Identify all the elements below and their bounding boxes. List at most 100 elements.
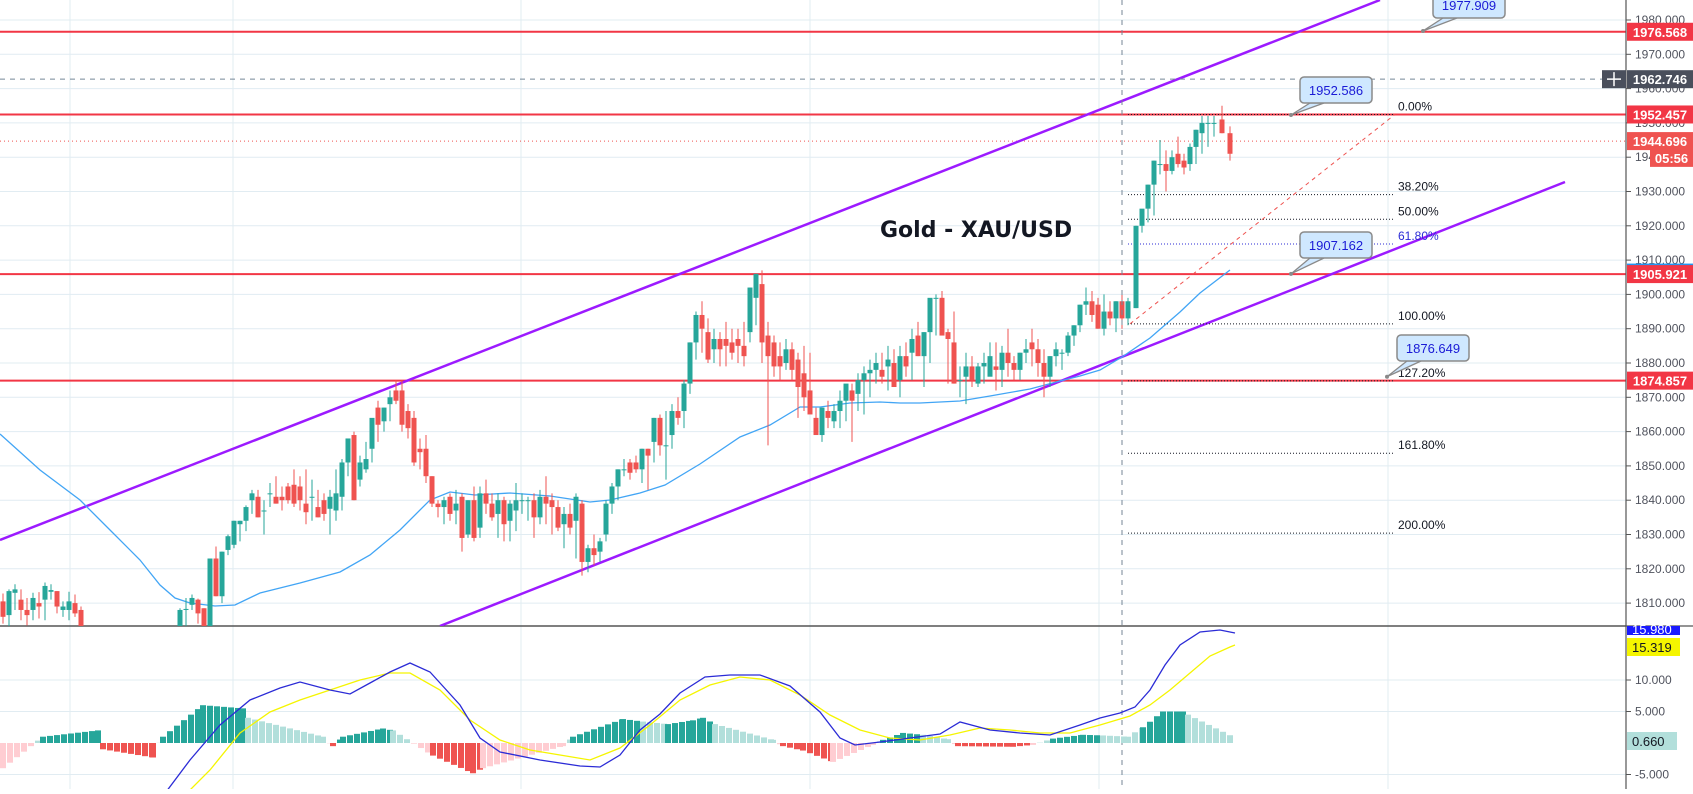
candle-body xyxy=(484,493,489,503)
candle-body xyxy=(79,610,84,637)
axis-tick-label: 1930.000 xyxy=(1635,185,1685,199)
fib-level-label: 200.00% xyxy=(1398,518,1446,532)
macd-value-label: 15.319 xyxy=(1627,638,1680,656)
candle-body xyxy=(652,418,657,442)
macd-histogram-bar xyxy=(927,736,933,743)
candle-body xyxy=(994,366,999,369)
axis-tick-label: 1850.000 xyxy=(1635,459,1685,473)
candle-body xyxy=(364,459,369,469)
candle-body xyxy=(322,500,327,514)
candle-body xyxy=(244,507,249,521)
candle-body xyxy=(67,601,72,610)
candle-body xyxy=(298,486,303,500)
candle-body xyxy=(490,504,495,518)
price-label-text: 1874.857 xyxy=(1633,374,1687,389)
macd-histogram-bar xyxy=(0,743,6,768)
macd-histogram-bar xyxy=(770,740,776,743)
macd-histogram-bar xyxy=(21,743,27,752)
macd-histogram-bar xyxy=(287,728,293,743)
macd-histogram-bar xyxy=(480,743,486,768)
axis-tick-label: 1820.000 xyxy=(1635,562,1685,576)
macd-histogram-bar xyxy=(969,743,975,746)
candle-body xyxy=(1012,363,1017,370)
macd-histogram-bar xyxy=(404,739,410,743)
candle-body xyxy=(580,504,585,562)
candle-body xyxy=(958,380,963,381)
macd-histogram-bar xyxy=(390,730,396,743)
candle-body xyxy=(460,497,465,538)
macd-histogram-bar xyxy=(320,737,326,743)
price-label-text: 1976.568 xyxy=(1633,25,1687,40)
macd-histogram-bar xyxy=(1100,735,1106,743)
macd-histogram-bar xyxy=(28,743,34,746)
candle-body xyxy=(856,380,861,394)
chart-title-annotation: Gold - XAU/USD xyxy=(880,218,1072,243)
macd-histogram-bar xyxy=(1024,743,1030,745)
candle-body xyxy=(550,500,555,507)
macd-histogram-bar xyxy=(14,743,20,757)
macd-histogram-bar xyxy=(61,734,67,743)
candle-body xyxy=(838,401,843,411)
macd-histogram-bar xyxy=(543,743,549,751)
candle-body xyxy=(388,397,393,404)
candle-body xyxy=(13,589,18,592)
channel-upper-line[interactable] xyxy=(0,0,1380,540)
candle-body xyxy=(178,610,183,641)
candle-body xyxy=(196,600,201,614)
axis-tick-label: 1920.000 xyxy=(1635,219,1685,233)
price-callout[interactable]: 1952.586 xyxy=(1289,77,1372,117)
macd-histogram-bar xyxy=(68,733,74,743)
price-label: 1944.696 xyxy=(1627,132,1693,150)
candle-body xyxy=(796,360,801,387)
candle-body xyxy=(736,339,741,346)
price-callout[interactable]: 1907.162 xyxy=(1289,232,1372,276)
macd-histogram-bar xyxy=(1057,738,1063,743)
price-label-text: 1962.746 xyxy=(1633,72,1687,87)
candle-body xyxy=(754,274,759,298)
callout-anchor xyxy=(1385,375,1389,379)
candle-body xyxy=(250,493,255,500)
candle-body xyxy=(952,342,957,383)
candle-body xyxy=(1054,349,1059,356)
macd-histogram-bar xyxy=(228,707,234,743)
bar-countdown-label: 05:56 xyxy=(1650,149,1693,167)
candle-body xyxy=(694,315,699,342)
axis-tick-label: 1810.000 xyxy=(1635,596,1685,610)
candle-body xyxy=(406,411,411,428)
macd-histogram-bar xyxy=(1125,737,1131,743)
macd-histogram-bar xyxy=(280,727,286,743)
candle-body xyxy=(1176,154,1181,164)
candle-body xyxy=(562,514,567,524)
axis-tick-label: 1870.000 xyxy=(1635,390,1685,404)
candle-body xyxy=(700,315,705,329)
candle-body xyxy=(1066,336,1071,353)
price-callout[interactable]: 1977.909 xyxy=(1421,0,1505,33)
candle-body xyxy=(334,493,339,510)
axis-tick-label: 1890.000 xyxy=(1635,322,1685,336)
macd-histogram-bar xyxy=(690,720,696,743)
fib-trend-line[interactable] xyxy=(1130,114,1395,323)
macd-label-text: 0.660 xyxy=(1632,734,1665,749)
macd-histogram-bar xyxy=(128,743,134,754)
candle-body xyxy=(724,339,729,346)
macd-histogram-bar xyxy=(605,724,611,743)
candle-body xyxy=(202,608,207,627)
candle-body xyxy=(37,603,42,606)
candle-body xyxy=(310,497,315,498)
macd-histogram-bar xyxy=(418,743,424,748)
candle-body xyxy=(1084,301,1089,304)
candle-body xyxy=(526,500,531,501)
axis-tick-label: 1880.000 xyxy=(1635,356,1685,370)
macd-histogram-bar xyxy=(301,732,307,743)
macd-histogram-bar xyxy=(837,743,843,759)
channel-lower-line[interactable] xyxy=(440,182,1565,626)
macd-histogram-bar xyxy=(1080,735,1086,743)
macd-histogram-bar xyxy=(1010,743,1016,747)
macd-histogram-bar xyxy=(494,743,500,764)
macd-value-label: 0.660 xyxy=(1627,732,1677,750)
candle-body xyxy=(850,390,855,400)
candle-body xyxy=(586,548,591,562)
candle-body xyxy=(340,462,345,496)
